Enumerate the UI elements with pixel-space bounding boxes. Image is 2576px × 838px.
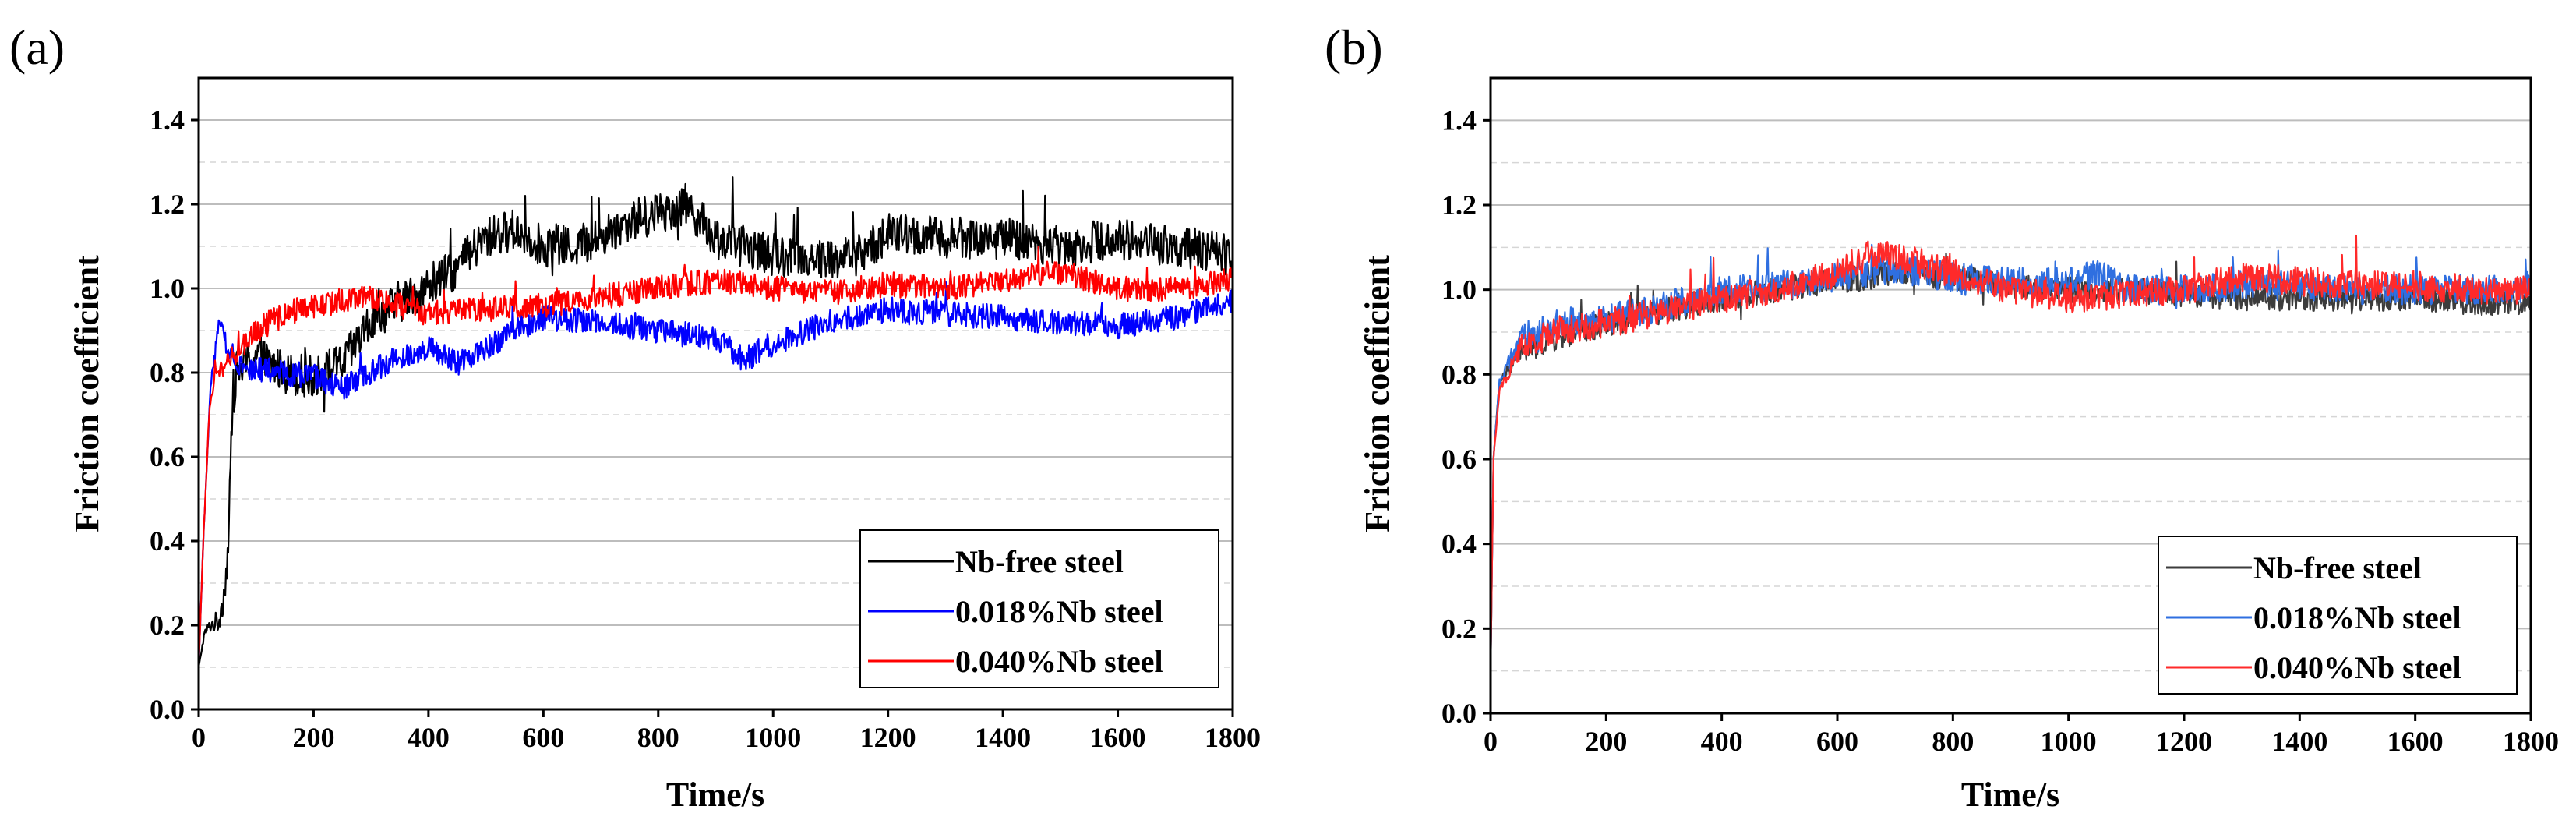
panel-label-a: (a) — [9, 19, 65, 75]
series-line-0-018-nb-steel — [197, 281, 1234, 668]
panel-label-b: (b) — [1325, 19, 1383, 75]
y-tick-label: 0.6 — [1442, 444, 1477, 475]
x-tick-label: 1800 — [1205, 722, 1261, 753]
y-tick-label: 0.4 — [150, 525, 185, 557]
series-line-nb-free-steel — [197, 176, 1234, 668]
x-tick-label: 1200 — [860, 722, 916, 753]
series-line-0-040-nb-steel — [1489, 234, 2532, 671]
x-tick-label: 1600 — [2387, 726, 2444, 757]
legend-label: 0.040%Nb steel — [955, 644, 1163, 679]
x-tick-label: 1000 — [745, 722, 801, 753]
chart-panel-b: (b) 0 200 400 600 800 1000 1200 1400 160… — [1325, 19, 2559, 814]
x-tick-label: 1800 — [2503, 726, 2559, 757]
x-axis-title-a: Time/s — [666, 776, 764, 814]
y-tick-label: 0.2 — [150, 610, 185, 641]
y-axis-title-b: Friction coefficient — [1358, 255, 1396, 532]
x-tick-label: 1400 — [2271, 726, 2327, 757]
x-tick-label: 1600 — [1090, 722, 1146, 753]
y-tick-label: 1.2 — [150, 189, 185, 220]
y-ticks-a: 0.0 0.2 0.4 0.6 0.8 1.0 1.2 1.4 — [150, 104, 185, 725]
x-tick-label: 1000 — [2041, 726, 2097, 757]
x-tick-label: 600 — [522, 722, 564, 753]
legend-label: 0.018%Nb steel — [2253, 600, 2461, 635]
series-layer-b — [1489, 234, 2532, 671]
x-tick-label: 0 — [1484, 726, 1498, 757]
y-tick-label: 0.4 — [1442, 529, 1477, 560]
x-tick-label: 200 — [1585, 726, 1627, 757]
y-axis-title-a: Friction coefficient — [68, 255, 106, 532]
legend-label: Nb-free steel — [955, 544, 1124, 579]
x-tick-label: 600 — [1816, 726, 1858, 757]
y-tick-label: 0.0 — [150, 694, 185, 725]
y-ticks-b: 0.0 0.2 0.4 0.6 0.8 1.0 1.2 1.4 — [1442, 104, 1477, 729]
y-tick-label: 0.6 — [150, 441, 185, 472]
legend-a: Nb-free steel 0.018%Nb steel 0.040%Nb st… — [859, 529, 1219, 688]
x-ticks-a: 0 200 400 600 800 1000 1200 1400 1600 18… — [192, 722, 1261, 753]
plot-frame-a — [197, 76, 1234, 711]
x-tick-label: 1200 — [2156, 726, 2212, 757]
x-tick-label: 400 — [408, 722, 450, 753]
legend-label: 0.018%Nb steel — [955, 594, 1163, 629]
y-tick-label: 1.2 — [1442, 189, 1477, 221]
y-tick-label: 1.0 — [1442, 274, 1477, 306]
plot-frame-b — [1489, 76, 2532, 715]
y-tick-label: 0.2 — [1442, 613, 1477, 644]
y-tick-label: 0.0 — [1442, 698, 1477, 729]
x-tick-label: 1400 — [975, 722, 1031, 753]
x-tick-label: 800 — [1932, 726, 1974, 757]
y-tick-label: 0.8 — [1442, 359, 1477, 390]
series-layer-a — [197, 176, 1234, 668]
x-tick-label: 0 — [192, 722, 206, 753]
legend-label: Nb-free steel — [2253, 550, 2422, 585]
x-ticks-b: 0 200 400 600 800 1000 1200 1400 1600 18… — [1484, 726, 2559, 757]
series-line-0-040-nb-steel — [197, 246, 1234, 668]
x-tick-label: 800 — [637, 722, 679, 753]
chart-panel-a: (a) 0 200 400 600 800 1000 1200 1400 160… — [9, 19, 1261, 814]
y-tick-label: 1.4 — [1442, 104, 1477, 136]
x-axis-title-b: Time/s — [1961, 776, 2059, 814]
y-tick-label: 0.8 — [150, 357, 185, 388]
y-tick-label: 1.4 — [150, 104, 185, 136]
x-tick-label: 200 — [292, 722, 334, 753]
y-tick-label: 1.0 — [150, 273, 185, 304]
legend-b: Nb-free steel 0.018%Nb steel 0.040%Nb st… — [2158, 536, 2518, 695]
legend-label: 0.040%Nb steel — [2253, 650, 2461, 685]
x-tick-label: 400 — [1701, 726, 1743, 757]
